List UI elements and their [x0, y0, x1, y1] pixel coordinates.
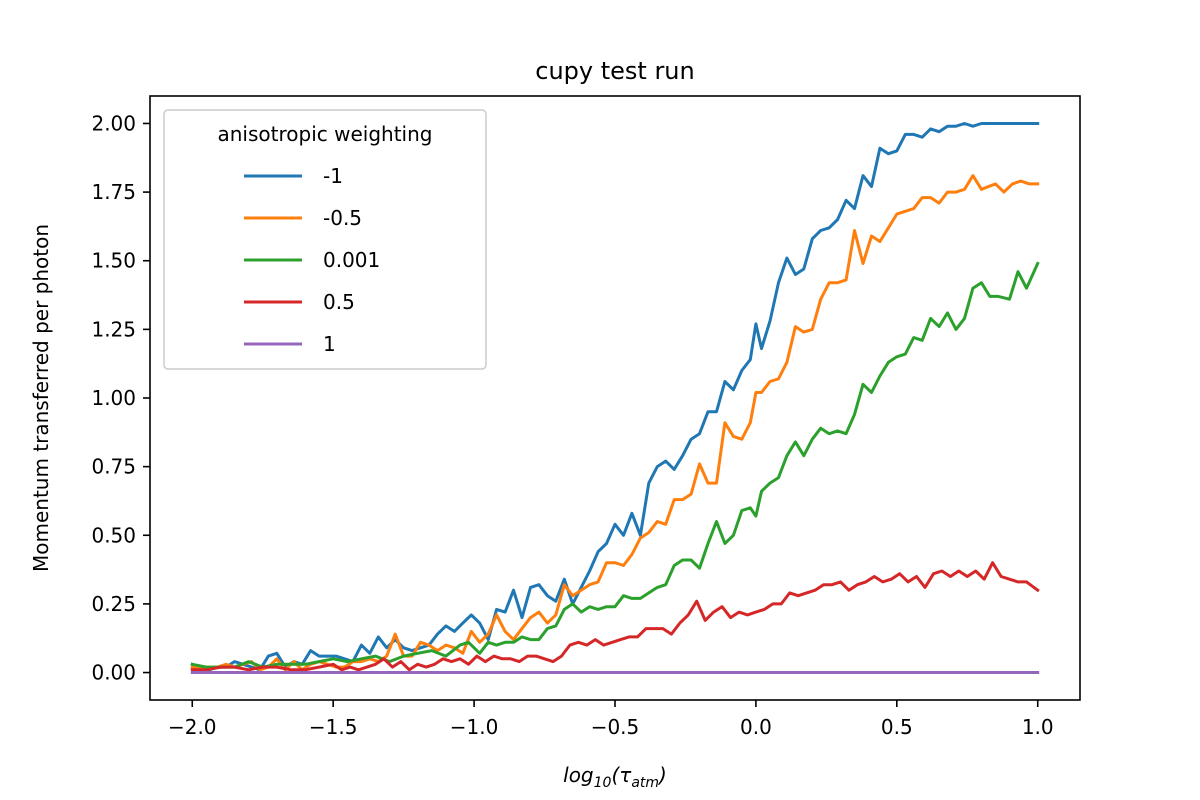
legend-entries: -1 -0.5 0.001 0.5 1: [244, 164, 380, 356]
y-tick-label: 1.00: [91, 386, 136, 410]
legend-box: [163, 109, 487, 370]
x-axis-label-base: log: [563, 763, 594, 787]
y-tick-label: 1.50: [91, 249, 136, 273]
x-tick-label: −1.0: [450, 715, 499, 739]
y-tick-label: 0.00: [91, 661, 136, 685]
x-axis-label-tau: τ: [619, 763, 632, 787]
x-tick-label: −1.5: [309, 715, 358, 739]
series-line-0: [190, 122, 1040, 672]
x-axis-label: log10(τatm): [563, 763, 667, 791]
legend-title: anisotropic weighting: [218, 122, 433, 146]
y-axis-label: Momentum transferred per photon: [29, 224, 53, 572]
legend-label-4: 1: [323, 332, 336, 356]
series-line-1: [190, 174, 1040, 672]
x-axis-label-open: (: [611, 763, 620, 787]
x-tick-label: −0.5: [591, 715, 640, 739]
x-tick-label: −2.0: [168, 715, 217, 739]
y-tick-label: 1.25: [91, 317, 136, 341]
legend-label-1: -0.5: [323, 206, 362, 230]
x-axis-label-sub: 10: [594, 775, 612, 791]
x-tick-label: 0.5: [881, 715, 913, 739]
x-axis-label-close: ): [657, 763, 667, 787]
y-tick-label: 0.50: [91, 523, 136, 547]
legend: anisotropic weighting -1 -0.5 0.001 0.5 1: [163, 109, 487, 370]
y-tick-label: 2.00: [91, 111, 136, 135]
x-tick-label: 1.0: [1022, 715, 1054, 739]
series-line-2: [190, 261, 1040, 669]
y-tick-label: 0.25: [91, 592, 136, 616]
series-line-3: [190, 561, 1040, 672]
y-axis: 0.00 0.25 0.50 0.75 1.00 1.25 1.50 1.75 2.00: [91, 111, 150, 685]
y-tick-label: 1.75: [91, 180, 136, 204]
y-tick-label: 0.75: [91, 455, 136, 479]
x-axis: −2.0 −1.5 −1.0 −0.5 0.0 0.5 1.0: [168, 700, 1054, 739]
x-axis-label-tau-sub: atm: [631, 775, 659, 791]
legend-label-3: 0.5: [323, 290, 355, 314]
legend-label-0: -1: [323, 164, 343, 188]
series-layer: [190, 122, 1040, 674]
x-tick-label: 0.0: [740, 715, 772, 739]
legend-label-2: 0.001: [323, 248, 380, 272]
chart-title: cupy test run: [535, 57, 694, 85]
